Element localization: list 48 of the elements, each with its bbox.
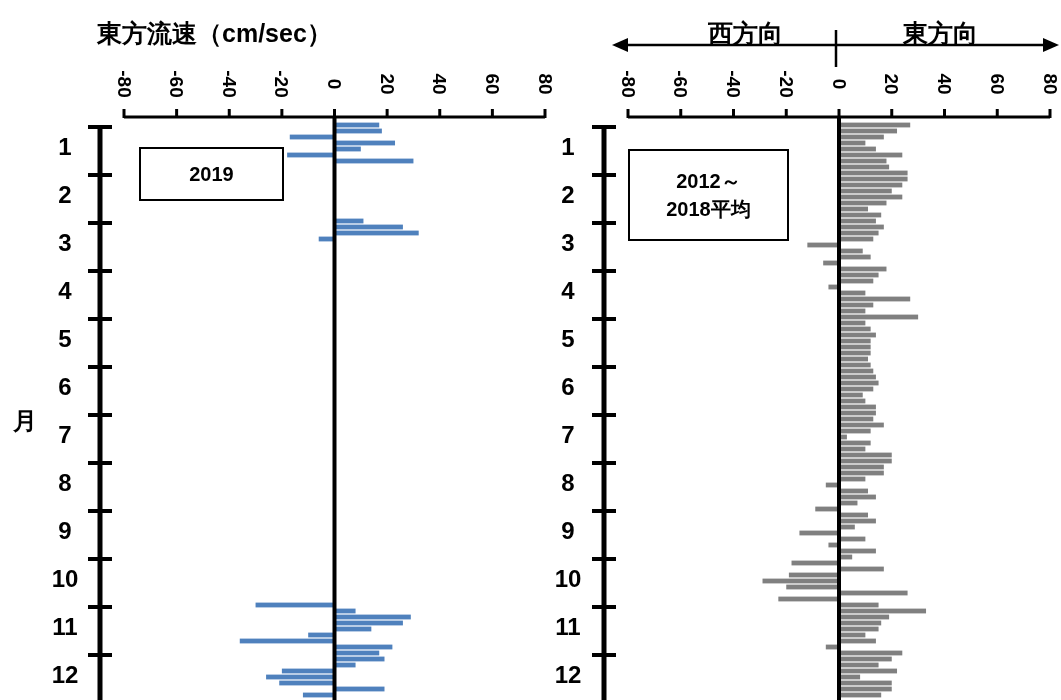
x-tick-label: 0 xyxy=(828,78,850,90)
y-tick-label: 3 xyxy=(58,228,72,256)
y-tick-label: 10 xyxy=(51,564,79,592)
x-tick-label: 40 xyxy=(429,73,451,95)
x-tick-label: -40 xyxy=(723,70,744,98)
y-axis-title: 月 xyxy=(12,406,37,434)
y-tick-label: 5 xyxy=(58,324,72,352)
y-tick-label: 6 xyxy=(561,372,575,400)
x-tick-label: 80 xyxy=(534,73,556,95)
y-tick-label: 9 xyxy=(58,516,72,544)
y-tick-label: 12 xyxy=(554,660,582,688)
y-tick-label: 7 xyxy=(561,420,575,448)
x-tick-label: -60 xyxy=(670,70,692,98)
x-tick-label: 40 xyxy=(934,73,955,95)
y-tick-label: 10 xyxy=(554,564,582,592)
y-tick-label: 8 xyxy=(561,468,575,496)
y-tick-label: 4 xyxy=(58,276,73,304)
y-tick-label: 5 xyxy=(561,324,575,352)
text: 東方向 xyxy=(901,19,978,47)
y-tick-label: 9 xyxy=(561,516,575,544)
y-tick-label: 2 xyxy=(58,180,72,208)
y-tick-label: 4 xyxy=(561,276,576,304)
chart-title: 東方流速（cm/sec） xyxy=(96,19,332,47)
annotation: 2012～ 2018平均 xyxy=(666,170,751,220)
y-tick-label: 12 xyxy=(51,660,79,688)
y-tick-label: 8 xyxy=(58,468,72,496)
text: 西方向 xyxy=(706,19,783,47)
x-tick-label: -80 xyxy=(617,70,639,98)
x-tick-label: -20 xyxy=(271,70,293,98)
x-tick-label: 60 xyxy=(986,73,1008,95)
x-tick-label: -60 xyxy=(166,70,188,98)
y-tick-label: 3 xyxy=(561,228,575,256)
y-tick-label: 11 xyxy=(555,612,581,640)
x-tick-label: 60 xyxy=(481,73,503,95)
annotation: 2019 xyxy=(189,163,234,185)
x-tick-label: -40 xyxy=(218,70,240,98)
y-tick-label: 1 xyxy=(561,132,575,160)
y-tick-label: 11 xyxy=(52,612,78,640)
x-tick-label: -80 xyxy=(113,70,135,98)
x-tick-label: 20 xyxy=(376,73,398,95)
y-tick-label: 7 xyxy=(58,420,72,448)
x-tick-label: 80 xyxy=(1039,73,1061,95)
x-tick-label: -20 xyxy=(775,70,797,98)
y-tick-label: 2 xyxy=(561,180,575,208)
y-tick-label: 1 xyxy=(58,132,72,160)
y-tick-label: 6 xyxy=(58,372,72,400)
x-tick-label: 0 xyxy=(324,78,345,90)
x-tick-label: 20 xyxy=(881,73,903,95)
